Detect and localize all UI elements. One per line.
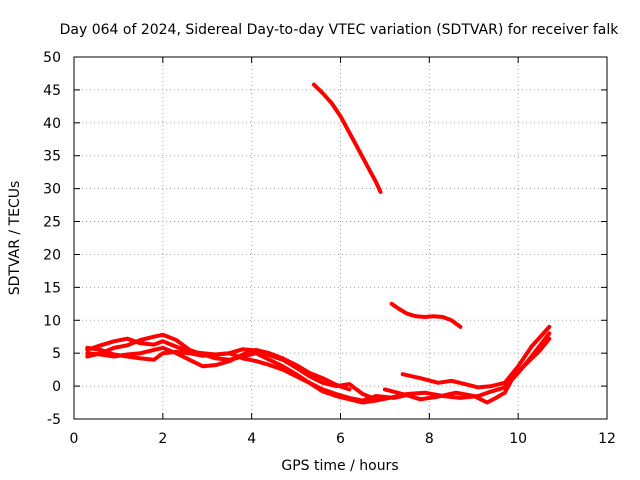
series-line-trace-3 <box>85 345 352 392</box>
y-axis-label: SDTVAR / TECUs <box>7 181 23 296</box>
x-tick-label: 4 <box>247 431 256 447</box>
x-tick-label: 2 <box>158 431 167 447</box>
chart-title: Day 064 of 2024, Sidereal Day-to-day VTE… <box>60 22 620 38</box>
y-tick-label: 50 <box>43 50 61 66</box>
x-tick-label: 8 <box>425 431 434 447</box>
y-tick-label: 30 <box>43 182 61 198</box>
x-tick-label: 12 <box>598 431 616 447</box>
y-tick-label: 15 <box>43 280 61 296</box>
x-axis-label: GPS time / hours <box>281 458 398 474</box>
y-axis-ticks: -5 0 5 10 15 20 25 30 35 40 45 50 <box>43 50 607 428</box>
series-layer <box>85 82 552 405</box>
y-tick-label: -5 <box>47 412 61 428</box>
series-line-trace-7 <box>311 82 383 194</box>
y-tick-label: 45 <box>43 83 61 99</box>
series-line-trace-1 <box>85 336 378 402</box>
x-tick-label: 6 <box>336 431 345 447</box>
y-tick-label: 25 <box>43 215 61 231</box>
series-line-trace-8 <box>389 301 463 329</box>
x-tick-label: 10 <box>509 431 527 447</box>
y-tick-label: 40 <box>43 116 61 132</box>
y-tick-label: 10 <box>43 313 61 329</box>
series-line-trace-2 <box>85 332 414 403</box>
y-tick-label: 5 <box>52 346 61 362</box>
x-axis-ticks: 0 2 4 6 8 10 12 <box>70 57 616 447</box>
series-line-trace-6 <box>400 324 552 390</box>
x-tick-label: 0 <box>70 431 79 447</box>
y-tick-label: 0 <box>52 379 61 395</box>
y-tick-label: 20 <box>43 247 61 263</box>
y-tick-label: 35 <box>43 149 61 165</box>
series-line-trace-5 <box>382 336 552 405</box>
